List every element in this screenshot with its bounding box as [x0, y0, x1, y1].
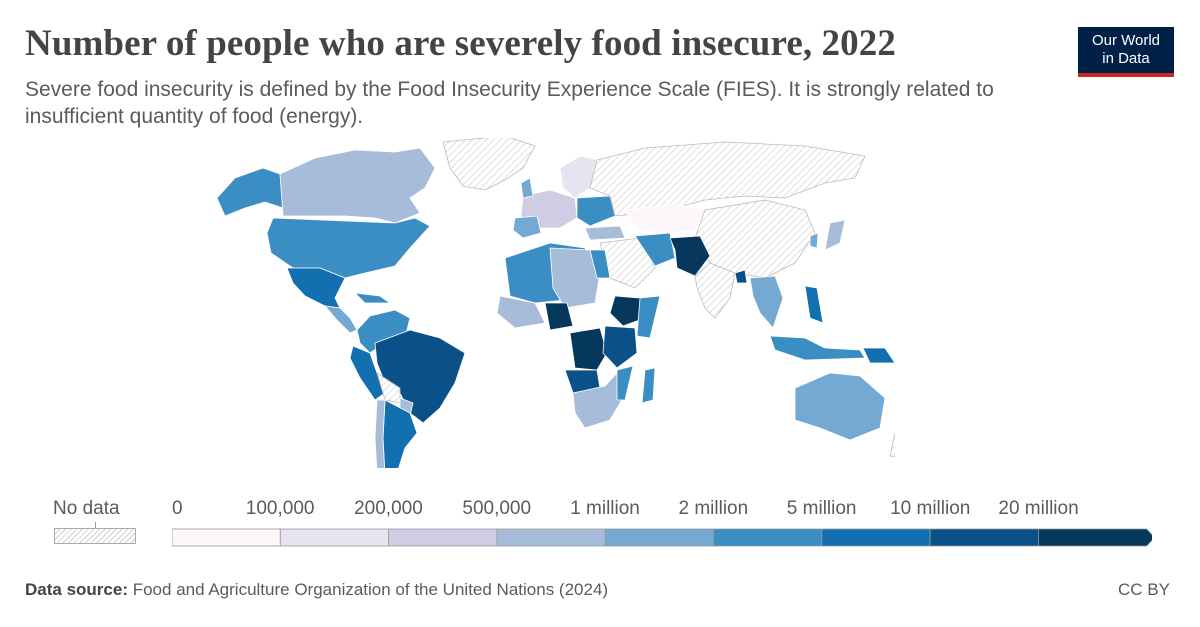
- region-indonesia[interactable]: [769, 335, 866, 361]
- region-east-africa[interactable]: [602, 325, 638, 369]
- region-somalia[interactable]: [636, 295, 661, 339]
- region-southern-africa[interactable]: [572, 372, 624, 429]
- region-canada[interactable]: [279, 147, 436, 224]
- region-japan[interactable]: [824, 219, 846, 251]
- region-eastern-europe[interactable]: [576, 195, 616, 227]
- footer-source: Data source: Food and Agriculture Organi…: [25, 580, 608, 600]
- region-uk[interactable]: [520, 177, 534, 199]
- legend-tick-label: 2 million: [678, 498, 749, 519]
- chart-title: Number of people who are severely food i…: [25, 23, 896, 64]
- region-drc[interactable]: [569, 327, 608, 371]
- region-madagascar[interactable]: [641, 367, 656, 404]
- region-iran[interactable]: [634, 232, 676, 267]
- legend-tick-label: 5 million: [786, 498, 857, 519]
- legend-tick-label: 1 million: [570, 498, 640, 519]
- region-philippines[interactable]: [804, 285, 824, 324]
- region-scandinavia[interactable]: [559, 155, 598, 199]
- legend-no-data-label: No data: [53, 498, 120, 519]
- region-kazakhstan[interactable]: [624, 203, 706, 234]
- region-peru[interactable]: [349, 345, 386, 401]
- legend-tick-label: 20 million: [998, 498, 1079, 519]
- legend: No data 0 100,000 200,000 500,000 1 million 2…: [0, 488, 1200, 558]
- region-india[interactable]: [694, 262, 736, 319]
- legend-color-scale: [172, 528, 1152, 547]
- region-korea[interactable]: [809, 232, 819, 249]
- legend-tick-label: 500,000: [462, 498, 532, 519]
- region-papua-new-guinea[interactable]: [862, 347, 895, 364]
- region-se-asia[interactable]: [749, 275, 784, 329]
- legend-bin-5[interactable]: [713, 528, 823, 547]
- legend-bin-0[interactable]: [172, 528, 281, 547]
- legend-no-data-tick: [95, 522, 96, 528]
- region-australia[interactable]: [794, 372, 886, 441]
- region-alaska[interactable]: [216, 167, 284, 217]
- legend-tick-label: 200,000: [354, 498, 423, 519]
- world-map[interactable]: [205, 138, 895, 468]
- region-new-zealand[interactable]: [889, 432, 895, 458]
- region-usa[interactable]: [266, 217, 431, 279]
- legend-tick-label: 100,000: [245, 498, 315, 519]
- legend-bin-2[interactable]: [388, 528, 498, 547]
- region-nigeria[interactable]: [544, 302, 574, 331]
- region-bangladesh[interactable]: [734, 269, 748, 284]
- legend-tick-label: 0: [172, 498, 183, 519]
- region-west-africa[interactable]: [496, 295, 546, 329]
- chart-subtitle: Severe food insecurity is defined by the…: [25, 78, 994, 128]
- region-greenland[interactable]: [442, 138, 536, 191]
- legend-bin-6[interactable]: [821, 528, 931, 547]
- region-ethiopia[interactable]: [609, 295, 646, 327]
- footer-license[interactable]: CC BY: [1118, 580, 1170, 599]
- region-egypt[interactable]: [589, 249, 611, 279]
- region-caribbean[interactable]: [354, 292, 391, 304]
- region-central-america[interactable]: [324, 305, 358, 334]
- footer-source-label: Data source:: [25, 580, 128, 599]
- legend-no-data-swatch: [54, 528, 136, 544]
- region-chile[interactable]: [374, 399, 386, 468]
- legend-tick-label: 10 million: [890, 498, 971, 519]
- region-russia[interactable]: [589, 141, 866, 217]
- footer-source-text[interactable]: Food and Agriculture Organization of the…: [132, 580, 609, 599]
- region-spain[interactable]: [512, 215, 542, 239]
- owid-logo[interactable]: Our World in Data: [1078, 27, 1174, 77]
- legend-bin-8[interactable]: [1038, 528, 1152, 547]
- region-mozambique[interactable]: [616, 365, 634, 401]
- legend-bin-7[interactable]: [929, 528, 1039, 547]
- legend-bin-4[interactable]: [604, 528, 714, 547]
- region-turkey[interactable]: [584, 225, 626, 241]
- logo-line-1: Our World: [1091, 32, 1161, 49]
- legend-bin-3[interactable]: [496, 528, 606, 547]
- legend-bin-1[interactable]: [279, 528, 390, 547]
- logo-line-2: in Data: [1102, 50, 1150, 67]
